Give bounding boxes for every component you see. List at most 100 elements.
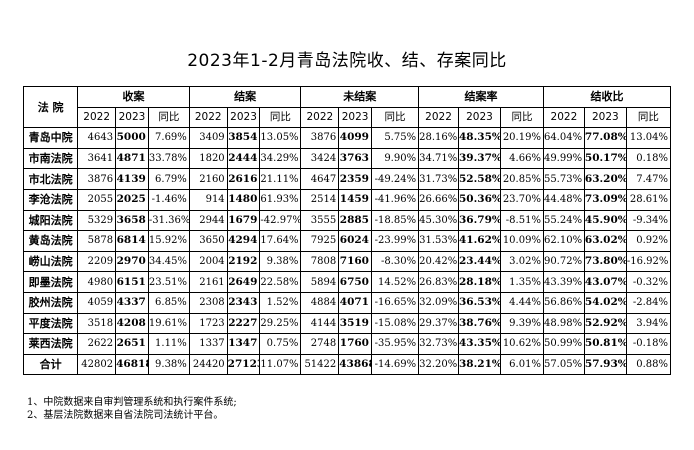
value-cell: 9.90% <box>370 147 420 170</box>
value-cell: 29.37% <box>418 312 459 335</box>
value-cell: 48.35% <box>458 127 501 149</box>
group-header-pending: 未结案 <box>300 86 420 108</box>
court-column-header: 法 院 <box>22 85 79 129</box>
court-name-cell: 平度法院 <box>22 312 79 335</box>
table-row: 胶州法院 4059 4337 6.85% 2308 2343 1.52% 4884 4071 -1… <box>22 291 672 314</box>
value-cell: 0.92% <box>625 230 672 252</box>
table-row: 黄岛法院 5878 6814 15.92% 3650 4294 17.64% 7925 6024… <box>22 230 672 252</box>
value-cell: 44.48% <box>542 188 585 211</box>
value-cell: 63.20% <box>583 168 627 190</box>
value-cell: 2970 <box>115 250 149 273</box>
value-cell: 61.93% <box>259 188 302 211</box>
court-name-cell: 市南法院 <box>22 147 79 170</box>
value-cell: 50.81% <box>583 333 627 355</box>
value-cell: 57.05% <box>542 353 585 376</box>
value-cell: 5894 <box>300 271 340 293</box>
value-cell: 3.02% <box>499 250 544 273</box>
value-cell: -18.85% <box>370 209 420 232</box>
value-cell: 23.51% <box>147 271 190 293</box>
value-cell: 54.02% <box>583 291 627 314</box>
group-header-closed: 结案 <box>188 86 302 108</box>
value-cell: 13.04% <box>625 127 672 149</box>
value-cell: 32.73% <box>418 333 459 355</box>
value-cell: -2.84% <box>625 291 672 314</box>
value-cell: 2308 <box>188 291 228 314</box>
value-cell: 33.78% <box>147 147 190 170</box>
footnote-1: 1、中院数据来自审判管理系统和执行案件系统; <box>27 397 237 408</box>
value-cell: 4.66% <box>499 147 544 170</box>
value-cell: 43868 <box>338 353 372 376</box>
value-cell: 34.45% <box>147 250 190 273</box>
value-cell: 19.61% <box>147 312 190 335</box>
sub-header-2023: 2023 <box>338 106 372 129</box>
value-cell: 3409 <box>188 127 228 149</box>
value-cell: -35.95% <box>370 333 420 355</box>
value-cell: 4980 <box>77 271 117 293</box>
value-cell: 20.85% <box>499 168 544 190</box>
value-cell: -0.18% <box>625 333 672 355</box>
value-cell: 48.98% <box>542 312 585 335</box>
value-cell: 2885 <box>338 209 372 232</box>
group-header-received: 收案 <box>77 86 190 108</box>
value-cell: 45.90% <box>583 209 627 232</box>
value-cell: 2944 <box>188 209 228 232</box>
value-cell: 56.86% <box>542 291 585 314</box>
value-cell: 3641 <box>77 147 117 170</box>
value-cell: 51422 <box>300 353 340 376</box>
value-cell: 6.01% <box>499 353 544 376</box>
value-cell: 2649 <box>226 271 261 293</box>
value-cell: 42802 <box>77 353 117 376</box>
value-cell: 77.08% <box>583 127 627 149</box>
value-cell: 1679 <box>226 209 261 232</box>
value-cell: 36.53% <box>458 291 501 314</box>
sub-header-2023: 2023 <box>583 106 627 129</box>
table-body: 青岛中院 4643 5000 7.69% 3409 3854 13.05% 3876 4099 5… <box>22 127 672 376</box>
value-cell: 3518 <box>77 312 117 335</box>
page-title: 2023年1-2月青岛法院收、结、存案同比 <box>187 51 507 71</box>
value-cell: 32.20% <box>418 353 459 376</box>
value-cell: 3876 <box>77 168 117 190</box>
value-cell: 57.93% <box>583 353 627 376</box>
table-row: 即墨法院 4980 6151 23.51% 2161 2649 22.58% 5894 6750… <box>22 271 672 293</box>
value-cell: 9.38% <box>259 250 302 273</box>
footnotes: 1、中院数据来自审判管理系统和执行案件系统; 2、基层法院数据来自省法院司法统计… <box>27 396 667 422</box>
court-name-cell: 李沧法院 <box>22 188 79 211</box>
value-cell: 20.42% <box>418 250 459 273</box>
value-cell: 90.72% <box>542 250 585 273</box>
value-cell: 11.07% <box>259 353 302 376</box>
value-cell: 3.94% <box>625 312 672 335</box>
value-cell: 15.92% <box>147 230 190 252</box>
value-cell: 0.88% <box>625 353 672 376</box>
sub-header-yoy: 同比 <box>625 106 672 129</box>
value-cell: 50.17% <box>583 147 627 170</box>
value-cell: -9.34% <box>625 209 672 232</box>
value-cell: 2160 <box>188 168 228 190</box>
value-cell: 20.19% <box>499 127 544 149</box>
value-cell: 6.79% <box>147 168 190 190</box>
value-cell: 3650 <box>188 230 228 252</box>
value-cell: 24420 <box>188 353 228 376</box>
court-name-cell: 即墨法院 <box>22 271 79 293</box>
value-cell: 6024 <box>338 230 372 252</box>
value-cell: 26.83% <box>418 271 459 293</box>
value-cell: 22.58% <box>259 271 302 293</box>
value-cell: 4059 <box>77 291 117 314</box>
sub-header-2022: 2022 <box>300 106 340 129</box>
value-cell: 31.73% <box>418 168 459 190</box>
value-cell: 3854 <box>226 127 261 149</box>
sub-header-2022: 2022 <box>188 106 228 129</box>
value-cell: 7.47% <box>625 168 672 190</box>
value-cell: 9.39% <box>499 312 544 335</box>
value-cell: 0.18% <box>625 147 672 170</box>
value-cell: 2359 <box>338 168 372 190</box>
value-cell: 1820 <box>188 147 228 170</box>
value-cell: 28.16% <box>418 127 459 149</box>
court-name-cell: 莱西法院 <box>22 333 79 355</box>
table-row: 莱西法院 2622 2651 1.11% 1337 1347 0.75% 2748 1760 -3… <box>22 333 672 355</box>
value-cell: 2514 <box>300 188 340 211</box>
value-cell: 5878 <box>77 230 117 252</box>
value-cell: 2025 <box>115 188 149 211</box>
value-cell: 31.53% <box>418 230 459 252</box>
value-cell: 2748 <box>300 333 340 355</box>
